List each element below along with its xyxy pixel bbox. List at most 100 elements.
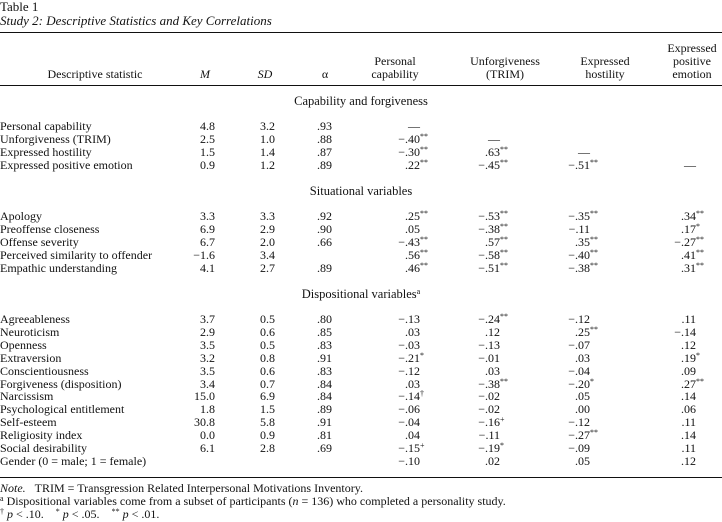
cell-epe: .09: [600, 363, 706, 378]
cell-unf-value: −.38: [478, 221, 500, 236]
row-label: Psychological entitlement: [0, 402, 125, 417]
cell-eh: −.09: [510, 442, 600, 455]
row-label: Preoffense closeness: [0, 221, 100, 236]
cell-epe-value: .34: [681, 209, 696, 223]
header-epe-line3: emotion: [672, 67, 712, 81]
cell-sd: 0.8: [240, 351, 275, 365]
cell-unf: .03: [420, 363, 510, 378]
cell-alpha: .81: [300, 429, 332, 442]
cell-pc: .03: [340, 324, 430, 339]
cell-eh: .05: [510, 454, 600, 468]
cell-m-value: 30.8: [194, 415, 215, 430]
cell-epe: [600, 120, 706, 133]
cell-m-value: 3.5: [200, 363, 215, 378]
p-value-3: < .01.: [131, 507, 160, 521]
cell-sd-value: 0.6: [260, 363, 275, 378]
cell-unf: −.58**: [478, 247, 508, 262]
cell-alpha: .66: [300, 235, 332, 249]
cell-eh: −.38**: [568, 260, 598, 275]
cell-pc-value: .05: [405, 221, 420, 236]
cell-m-value: 2.9: [200, 324, 215, 339]
cell-epe: .12: [600, 338, 706, 352]
cell-m-value: 0.9: [200, 157, 215, 172]
dagger-mark: †: [0, 507, 4, 516]
header-epe-line2: positive: [673, 54, 711, 68]
cell-eh: −.20*: [568, 376, 594, 391]
cell-alpha-value: .89: [317, 157, 332, 172]
cell-epe: —: [600, 158, 706, 172]
cell-alpha-value: .81: [317, 428, 332, 443]
note-line: Note. TRIM = Transgression Related Inter…: [0, 482, 722, 495]
cell-pc: .46**: [405, 260, 428, 275]
cell-pc-value: .25: [405, 209, 420, 223]
cell-unf-value: .03: [485, 363, 500, 378]
cell-pc-value: −.03: [398, 337, 420, 352]
cell-sd-value: 1.0: [260, 131, 275, 146]
row-label: Narcissism: [0, 389, 54, 404]
cell-pc-value: .03: [405, 324, 420, 339]
cell-epe: .27**: [681, 376, 704, 391]
cell-unf: −.24**: [478, 312, 508, 326]
cell-m-value: 2.5: [200, 131, 215, 146]
row-label: Personal capability: [0, 119, 92, 133]
cell-m-value: 1.8: [200, 402, 215, 417]
cell-pc: .56**: [405, 247, 428, 262]
cell-epe: .12: [600, 454, 706, 468]
table-notes: Note. TRIM = Transgression Related Inter…: [0, 482, 722, 521]
cell-sd-value: 3.3: [260, 209, 275, 223]
row-label: Apology: [0, 209, 42, 223]
cell-sd: 0.7: [240, 377, 275, 391]
cell-epe-value: .06: [681, 402, 696, 417]
cell-pc: −.13: [340, 313, 430, 326]
header-descriptive-statistic: Descriptive statistic: [47, 67, 143, 81]
cell-m: 4.8: [180, 120, 215, 133]
cell-m-value: 4.1: [200, 260, 215, 275]
cell-m: 30.8: [180, 416, 215, 429]
cell-eh-value: −.09: [568, 441, 590, 455]
footnote-a-text-1: Dispositional variables come from a subs…: [3, 494, 293, 508]
cell-epe: .11: [600, 442, 706, 455]
cell-alpha-value: .83: [317, 337, 332, 352]
section-title-text: Situational variables: [309, 184, 413, 198]
cell-eh-value: −.27: [568, 428, 590, 443]
row-label: Expressed positive emotion: [0, 157, 133, 172]
cell-m: 15.0: [180, 390, 215, 403]
cell-m: 6.9: [180, 222, 215, 236]
cell-pc: —: [340, 120, 430, 133]
cell-m: 3.2: [180, 351, 215, 365]
cell-pc-value: −.04: [398, 415, 420, 430]
cell-unf-value: −.11: [478, 428, 500, 443]
cell-m-value: 6.1: [200, 441, 215, 455]
cell-pc-value: −.43: [398, 234, 420, 249]
cell-sd: 1.0: [240, 131, 275, 146]
row-label: Perceived similarity to offender: [0, 247, 153, 262]
cell-epe: .14: [600, 390, 706, 403]
cell-unf: .02: [420, 454, 510, 468]
star-mark-2: **: [111, 507, 120, 516]
cell-alpha: .93: [300, 120, 332, 133]
cell-unf-value: −.19: [478, 441, 500, 455]
cell-unf-value: −.16: [478, 415, 500, 430]
row-label: Gender (0 = male; 1 = female): [0, 453, 147, 468]
cell-pc-value: .56: [405, 247, 420, 262]
cell-sd: 2.8: [240, 442, 275, 455]
cell-m: 3.5: [180, 338, 215, 352]
cell-alpha-value: .83: [317, 363, 332, 378]
header-unforgiveness-line1: Unforgiveness: [470, 54, 540, 68]
header-personal-capability-line1: Personal: [374, 54, 416, 68]
cell-epe-value: −.27: [674, 234, 696, 249]
table-caption: Table 1 Study 2: Descriptive Statistics …: [0, 0, 722, 28]
cell-unf: .12: [420, 325, 510, 339]
cell-alpha-value: .90: [317, 221, 332, 236]
cell-unf-value: −.51: [478, 260, 500, 275]
cell-pc: −.40**: [398, 131, 428, 146]
cell-m: 3.3: [180, 210, 215, 223]
cell-eh-value: .25: [575, 324, 590, 339]
row-label: Expressed hostility: [0, 144, 92, 159]
cell-alpha: .87: [300, 145, 332, 159]
cell-epe-value: .09: [681, 363, 696, 378]
cell-unf: −.53**: [478, 209, 508, 223]
cell-alpha: .84: [300, 390, 332, 403]
cell-eh: −.51**: [568, 157, 598, 172]
row-label: Unforgiveness (TRIM): [0, 131, 111, 146]
